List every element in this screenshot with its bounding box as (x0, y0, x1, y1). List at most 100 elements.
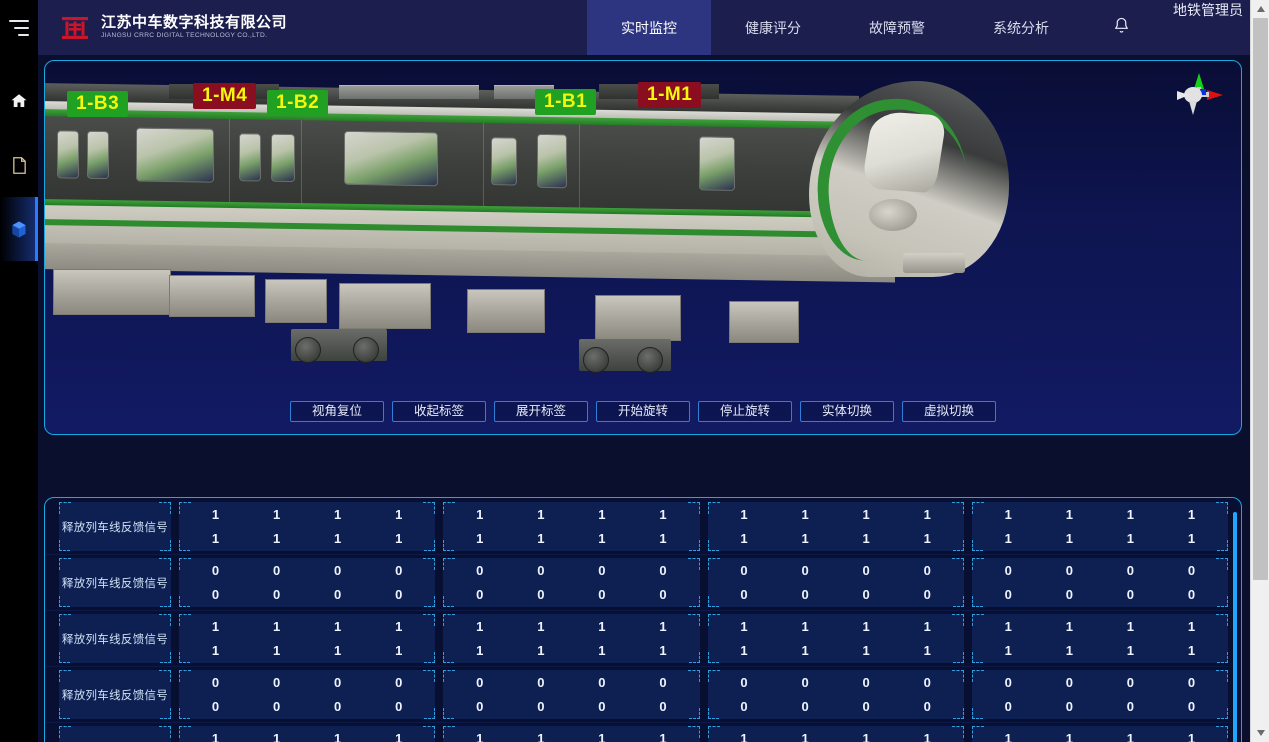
collapse-tags-button[interactable]: 收起标签 (392, 401, 486, 422)
group-gap (700, 667, 708, 722)
signal-value: 1 (211, 531, 220, 546)
train-door-seam (229, 118, 230, 205)
signal-value-line: 1 1 1 1 (978, 615, 1222, 639)
menu-toggle[interactable] (0, 0, 38, 55)
axis-gizmo-icon[interactable] (1173, 71, 1225, 117)
signal-group: 0 0 0 0 0 0 0 0 (971, 558, 1228, 607)
signal-value: 0 (923, 699, 931, 714)
nav-label: 健康评分 (745, 19, 801, 36)
train-window (344, 130, 438, 187)
signal-value: 0 (740, 563, 748, 578)
signal-value: 1 (1126, 643, 1135, 658)
signal-value: 0 (862, 675, 870, 690)
solid-toggle-button[interactable]: 实体切换 (800, 401, 894, 422)
signal-value-line: 0 0 0 0 (978, 583, 1222, 607)
signal-row-label: 释放列车线反馈信号 (59, 502, 171, 551)
signal-value: 1 (476, 531, 484, 546)
signal-value: 1 (1065, 643, 1073, 658)
signal-value: 1 (537, 531, 545, 546)
signal-value: 1 (923, 643, 931, 658)
underframe-box (169, 275, 255, 317)
signal-value: 1 (801, 731, 809, 742)
signal-value: 1 (740, 731, 748, 742)
train-window (87, 130, 109, 180)
sidebar-item-home[interactable] (0, 69, 38, 133)
train-window (271, 133, 295, 183)
virtual-toggle-button[interactable]: 虚拟切换 (902, 401, 996, 422)
brand: 江苏中车数字科技有限公司 JIANGSU CRRC DIGITAL TECHNO… (38, 15, 287, 41)
signal-value: 0 (801, 587, 809, 602)
nav-item-fault-warning[interactable]: 故障预警 (835, 0, 959, 55)
signal-value: 0 (272, 563, 281, 578)
user-role-label[interactable]: 地铁管理员 (1173, 2, 1243, 18)
signal-value: 1 (476, 507, 484, 522)
scroll-up-icon[interactable] (1251, 0, 1269, 18)
car-tag-1-b3[interactable]: 1-B3 (67, 91, 129, 117)
signal-value: 1 (923, 619, 931, 634)
car-tag-1-b2[interactable]: 1-B2 (267, 90, 329, 116)
signal-value: 0 (801, 699, 809, 714)
signal-value: 0 (923, 587, 931, 602)
car-tag-1-b1[interactable]: 1-B1 (535, 89, 597, 115)
start-rotate-button[interactable]: 开始旋转 (596, 401, 690, 422)
signal-value: 1 (801, 619, 809, 634)
train-3d-viewer[interactable]: 1-B3 1-M4 1-B2 1-B1 1-M1 (44, 60, 1242, 435)
signal-group: 0 0 0 0 0 0 0 0 (179, 558, 436, 607)
signal-value: 0 (1065, 587, 1073, 602)
signal-value: 1 (801, 643, 809, 658)
signal-value-line: 0 0 0 0 (978, 671, 1222, 695)
signal-rows-container[interactable]: 释放列车线反馈信号 1 1 1 1 1 1 1 1 1 1 1 1 1 1 1 1 1 1 1 1 1 1 1 1 1 1 1 1 1 1 1… (46, 499, 1228, 742)
car-tag-1-m4[interactable]: 1-M4 (193, 83, 257, 109)
signal-value: 1 (395, 531, 403, 546)
signal-value: 0 (537, 587, 545, 602)
roof-equipment (339, 85, 479, 99)
underframe-box (729, 301, 799, 343)
sidebar-item-model[interactable] (0, 197, 38, 261)
notification-button[interactable] (1083, 0, 1159, 55)
signal-value: 1 (1187, 507, 1196, 522)
signal-value: 0 (740, 587, 748, 602)
signal-value-line: 0 0 0 0 (449, 559, 693, 583)
hamburger-icon[interactable] (9, 19, 29, 36)
train-door-seam (579, 124, 580, 210)
train-window (136, 127, 214, 183)
signal-value: 1 (1004, 619, 1012, 634)
signal-value: 0 (476, 587, 484, 602)
signal-value-line: 0 0 0 0 (185, 671, 429, 695)
viewer-button-bar: 视角复位 收起标签 展开标签 开始旋转 停止旋转 实体切换 虚拟切换 (45, 401, 1241, 422)
sidebar-item-document[interactable] (0, 133, 38, 197)
expand-tags-button[interactable]: 展开标签 (494, 401, 588, 422)
signal-row: 释放列车线反馈信号 0 0 0 0 0 0 0 0 0 0 0 0 0 0 0 0 0 0 0 0 0 0 0 0 0 0 0 0 0 0 0… (46, 555, 1228, 611)
signal-value: 1 (211, 731, 220, 742)
signal-value-line: 1 1 1 1 (449, 615, 693, 639)
signal-label-text: 释放列车线反馈信号 (61, 689, 169, 702)
signal-value: 0 (862, 563, 870, 578)
signal-value: 1 (659, 531, 667, 546)
data-scrollbar-thumb[interactable] (1233, 512, 1237, 742)
top-header: 江苏中车数字科技有限公司 JIANGSU CRRC DIGITAL TECHNO… (38, 0, 1269, 55)
signal-row-label: 释放列车线反馈信号 (59, 614, 171, 663)
train-cab-nose (809, 81, 1019, 281)
nav-item-health-score[interactable]: 健康评分 (711, 0, 835, 55)
signal-value-line: 1 1 1 1 (978, 503, 1222, 527)
signal-group: 0 0 0 0 0 0 0 0 (971, 670, 1228, 719)
signal-value: 0 (1065, 563, 1073, 578)
scroll-down-icon[interactable] (1251, 724, 1269, 742)
nav-item-system-analysis[interactable]: 系统分析 (959, 0, 1083, 55)
nav-label: 系统分析 (993, 19, 1049, 36)
stop-rotate-button[interactable]: 停止旋转 (698, 401, 792, 422)
group-gap (964, 723, 972, 742)
signal-value: 1 (334, 643, 342, 658)
nav-item-realtime-monitoring[interactable]: 实时监控 (587, 0, 711, 55)
signal-value: 0 (537, 563, 545, 578)
page-scrollbar-thumb[interactable] (1253, 18, 1268, 580)
signal-value-line: 1 1 1 1 (449, 503, 693, 527)
signal-value: 0 (537, 675, 545, 690)
signal-data-panel[interactable]: 释放列车线反馈信号 1 1 1 1 1 1 1 1 1 1 1 1 1 1 1 1 1 1 1 1 1 1 1 1 1 1 1 1 1 1 1… (44, 497, 1242, 742)
car-tag-1-m1[interactable]: 1-M1 (638, 82, 702, 108)
page-scrollbar[interactable] (1250, 0, 1269, 742)
reset-view-button[interactable]: 视角复位 (290, 401, 384, 422)
3d-scene[interactable]: 1-B3 1-M4 1-B2 1-B1 1-M1 (45, 61, 1241, 434)
